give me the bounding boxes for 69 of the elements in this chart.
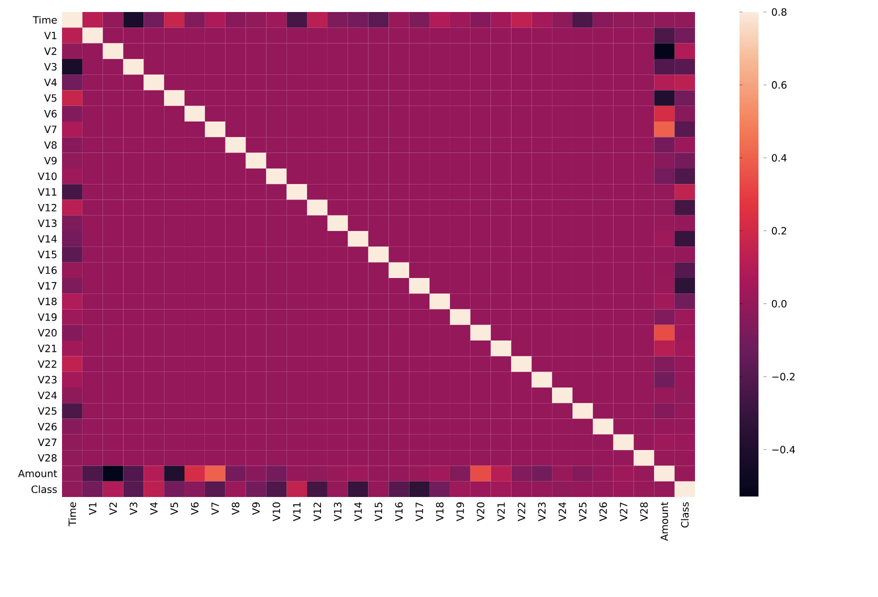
y-tick-label: V22 bbox=[38, 360, 56, 368]
x-tick-label: Amount bbox=[660, 502, 668, 541]
x-tick-label: V13 bbox=[334, 502, 342, 522]
x-tick-label: V20 bbox=[476, 502, 484, 522]
y-tick-label: V10 bbox=[38, 172, 57, 180]
x-tick-label: V15 bbox=[374, 502, 382, 522]
x-tick-label: V2 bbox=[109, 502, 117, 515]
y-tick-label: V26 bbox=[38, 422, 57, 430]
y-tick-label: V16 bbox=[38, 266, 57, 274]
y-tick-label: V12 bbox=[38, 204, 56, 212]
y-tick-label: V20 bbox=[38, 328, 57, 337]
y-tick-label: V27 bbox=[38, 438, 56, 446]
y-tick-label: V19 bbox=[38, 313, 57, 321]
color-bar-label: 0.6 bbox=[772, 81, 786, 89]
y-tick-label: V6 bbox=[44, 110, 57, 118]
y-tick-label: V8 bbox=[44, 141, 57, 149]
color-bar-label: −0.4 bbox=[772, 446, 795, 454]
color-bar-label: −0.2 bbox=[772, 372, 795, 380]
x-tick-label: V23 bbox=[538, 502, 546, 522]
x-tick-label: V5 bbox=[170, 502, 178, 515]
y-tick-label: V1 bbox=[44, 32, 56, 40]
y-tick-label: V11 bbox=[38, 188, 56, 196]
y-tick-label: V24 bbox=[38, 392, 57, 400]
color-bar-label: 0.8 bbox=[772, 8, 786, 16]
y-tick-label: V17 bbox=[38, 282, 56, 290]
color-bar-label: 0.4 bbox=[772, 154, 787, 162]
y-tick-label: V25 bbox=[38, 407, 56, 415]
x-tick-label: V26 bbox=[599, 502, 607, 522]
y-tick-label: V28 bbox=[38, 454, 57, 462]
y-tick-label: Amount bbox=[18, 470, 58, 478]
color-bar-label: 0.0 bbox=[772, 300, 786, 308]
color-bar-label: 0.2 bbox=[772, 227, 786, 235]
y-tick-label: V7 bbox=[44, 126, 56, 133]
y-tick-label: V18 bbox=[38, 298, 57, 306]
x-tick-label: V3 bbox=[130, 502, 138, 515]
y-tick-label: V3 bbox=[44, 62, 56, 71]
x-tick-label: Class bbox=[680, 502, 689, 528]
x-tick-label: Time bbox=[68, 502, 76, 526]
y-tick-label: V23 bbox=[38, 376, 56, 384]
x-tick-label: V9 bbox=[252, 502, 260, 515]
x-tick-label: V1 bbox=[89, 502, 96, 515]
y-tick-label: V9 bbox=[44, 156, 57, 164]
x-tick-label: V18 bbox=[436, 502, 444, 522]
y-tick-label: V2 bbox=[44, 47, 56, 55]
x-tick-label: V28 bbox=[640, 502, 648, 522]
x-tick-label: V16 bbox=[395, 502, 403, 522]
x-tick-label: V21 bbox=[497, 502, 505, 522]
y-tick-label: Class bbox=[32, 485, 57, 494]
y-tick-label: Time bbox=[32, 16, 57, 24]
x-tick-label: V27 bbox=[620, 502, 628, 522]
x-tick-label: V14 bbox=[354, 502, 362, 522]
x-tick-label: V24 bbox=[558, 502, 566, 522]
x-tick-label: V22 bbox=[518, 502, 526, 522]
y-tick-label: V15 bbox=[38, 250, 56, 258]
x-tick-label: V7 bbox=[212, 502, 219, 515]
y-tick-label: V21 bbox=[38, 344, 56, 352]
x-tick-label: V12 bbox=[314, 502, 321, 522]
x-tick-label: V19 bbox=[456, 502, 464, 522]
y-tick-label: V5 bbox=[44, 94, 56, 102]
y-tick-label: V13 bbox=[38, 219, 56, 227]
x-tick-label: V17 bbox=[416, 502, 423, 522]
y-tick-label: V14 bbox=[38, 235, 57, 243]
x-tick-label: V25 bbox=[578, 502, 586, 522]
x-tick-label: V4 bbox=[150, 502, 158, 515]
x-tick-label: V10 bbox=[272, 502, 280, 522]
x-tick-label: V6 bbox=[190, 502, 199, 515]
x-tick-label: V11 bbox=[293, 502, 300, 522]
y-tick-label: V4 bbox=[44, 78, 57, 86]
x-tick-label: V8 bbox=[232, 502, 240, 515]
